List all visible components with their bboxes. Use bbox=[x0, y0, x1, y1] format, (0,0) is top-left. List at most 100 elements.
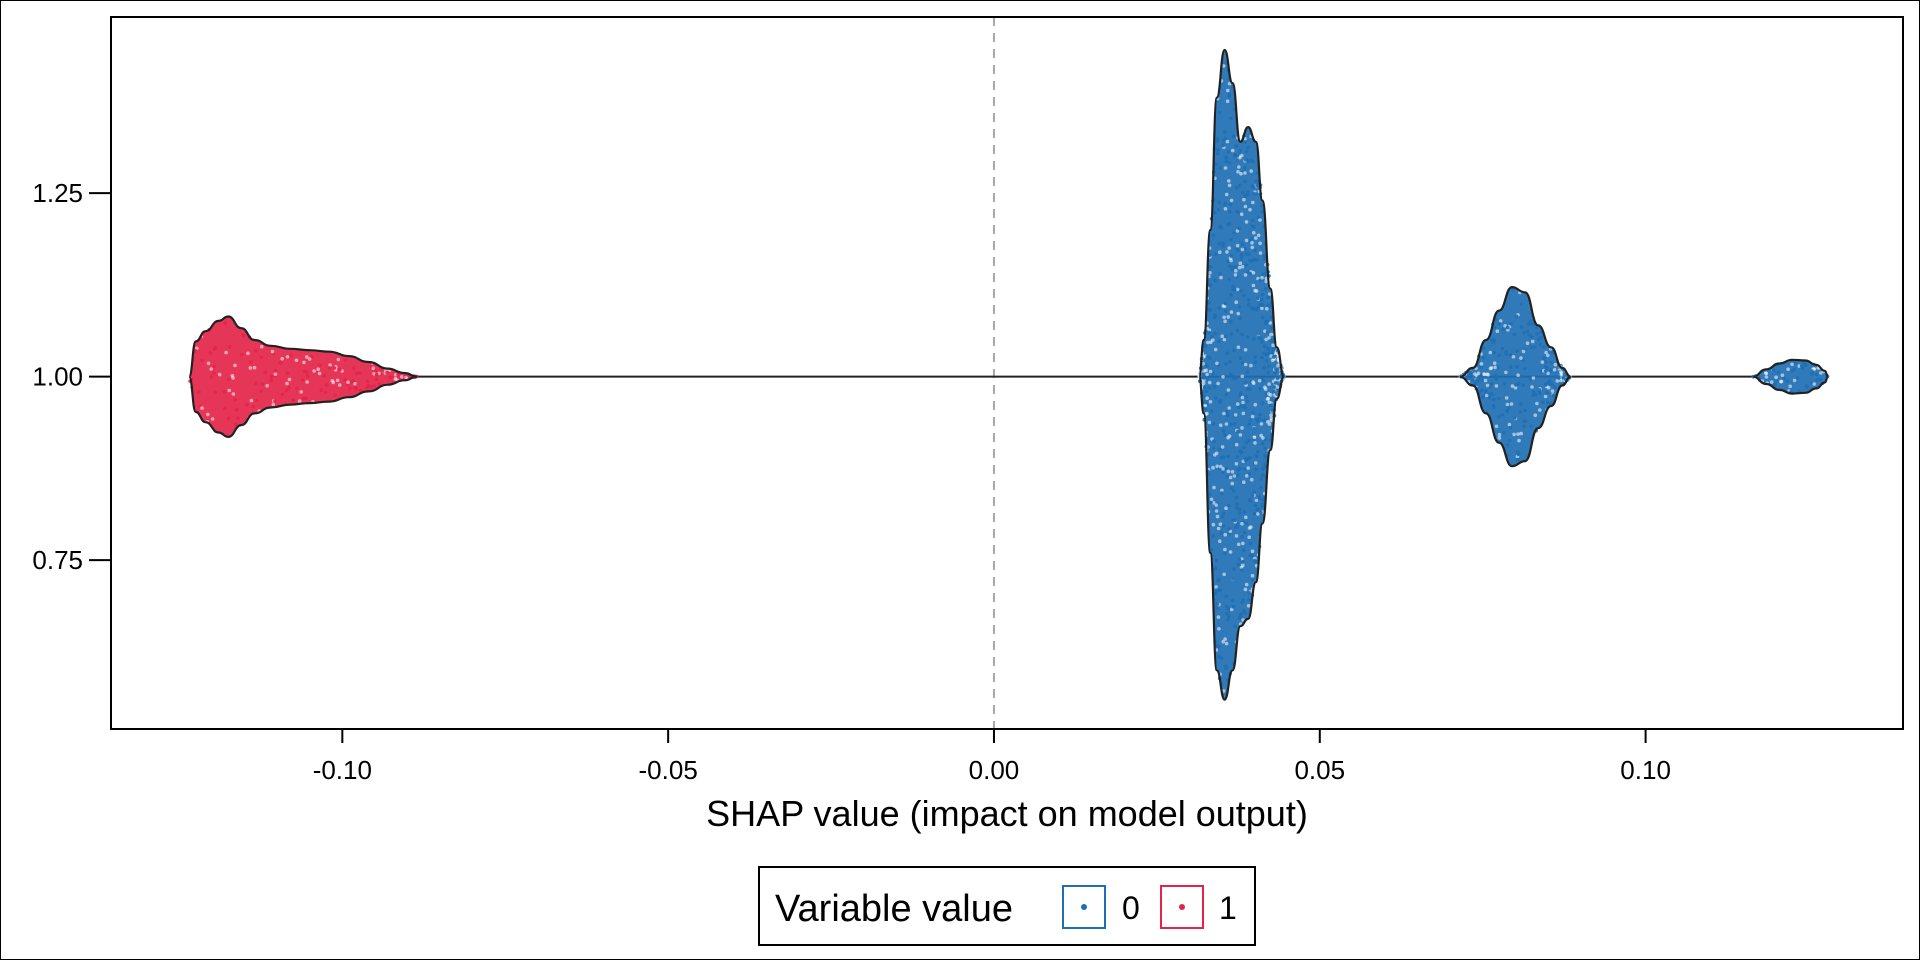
data-point bbox=[1202, 372, 1206, 376]
data-point bbox=[1242, 480, 1246, 485]
data-point bbox=[1222, 411, 1226, 416]
data-point bbox=[1260, 306, 1264, 311]
data-point bbox=[1252, 191, 1256, 196]
data-point bbox=[1240, 535, 1244, 539]
data-point bbox=[1497, 353, 1501, 358]
data-point bbox=[251, 404, 256, 409]
data-point bbox=[1477, 375, 1481, 380]
data-point bbox=[1243, 204, 1248, 209]
data-point bbox=[1228, 475, 1233, 480]
data-point bbox=[1226, 617, 1230, 622]
data-point bbox=[1790, 362, 1794, 367]
data-point bbox=[265, 383, 269, 388]
data-point bbox=[212, 364, 216, 369]
data-point bbox=[1530, 322, 1535, 327]
data-point bbox=[1223, 547, 1227, 552]
data-point bbox=[1788, 384, 1792, 389]
data-point bbox=[1260, 401, 1265, 405]
data-point bbox=[1247, 472, 1252, 476]
data-point bbox=[1779, 379, 1784, 384]
x-axis-label: SHAP value (impact on model output) bbox=[706, 793, 1308, 834]
data-point bbox=[1238, 356, 1243, 361]
data-point bbox=[1223, 207, 1228, 211]
data-point bbox=[1217, 339, 1221, 344]
data-point bbox=[1257, 378, 1262, 383]
data-point bbox=[1230, 148, 1235, 153]
data-point bbox=[1229, 320, 1233, 324]
data-point bbox=[1253, 360, 1258, 365]
data-point bbox=[1221, 241, 1226, 245]
data-point bbox=[1223, 532, 1227, 537]
data-point bbox=[1214, 585, 1218, 589]
data-point bbox=[223, 406, 227, 411]
data-point bbox=[1223, 637, 1227, 641]
data-point bbox=[1241, 548, 1246, 552]
data-point bbox=[316, 367, 321, 372]
data-point bbox=[1250, 477, 1254, 482]
data-point bbox=[1254, 289, 1259, 293]
data-point bbox=[1473, 381, 1478, 385]
data-point bbox=[1231, 605, 1236, 609]
data-point bbox=[1531, 390, 1536, 394]
data-point bbox=[1254, 236, 1258, 240]
data-point bbox=[1217, 447, 1222, 452]
data-point bbox=[1235, 506, 1239, 510]
data-point bbox=[1216, 526, 1221, 531]
data-point bbox=[1525, 341, 1530, 346]
data-point bbox=[317, 371, 322, 376]
data-point bbox=[1539, 335, 1543, 340]
data-point bbox=[271, 402, 276, 407]
data-point bbox=[1207, 307, 1211, 312]
data-point bbox=[1265, 330, 1270, 335]
data-point bbox=[1213, 315, 1217, 320]
data-point bbox=[1231, 518, 1235, 522]
data-point bbox=[1255, 179, 1259, 183]
data-point bbox=[1468, 371, 1472, 376]
data-point bbox=[1243, 406, 1248, 410]
legend-dot-1 bbox=[1179, 904, 1185, 910]
data-point bbox=[1519, 356, 1523, 360]
data-point bbox=[1244, 395, 1249, 399]
data-point bbox=[1511, 287, 1515, 292]
data-point bbox=[1513, 385, 1518, 390]
data-point bbox=[1267, 382, 1271, 386]
data-point bbox=[1812, 367, 1817, 371]
data-point bbox=[1503, 324, 1507, 328]
data-point bbox=[1815, 378, 1819, 383]
data-point bbox=[306, 374, 310, 378]
data-point bbox=[226, 416, 231, 421]
data-point bbox=[1505, 443, 1510, 447]
data-point bbox=[1225, 351, 1230, 356]
data-point bbox=[1785, 379, 1790, 384]
data-point bbox=[1487, 395, 1492, 400]
data-point bbox=[1260, 502, 1265, 507]
data-point bbox=[1251, 411, 1255, 415]
data-point bbox=[1262, 365, 1267, 370]
data-point bbox=[1230, 481, 1235, 486]
data-point bbox=[1485, 372, 1490, 377]
data-point bbox=[1260, 355, 1264, 360]
data-point bbox=[1527, 333, 1532, 337]
data-point bbox=[1479, 362, 1484, 366]
data-point bbox=[351, 366, 356, 370]
data-point bbox=[1207, 380, 1212, 385]
data-point bbox=[1546, 353, 1550, 358]
data-point bbox=[1511, 355, 1516, 359]
violin-outline-series-0-2 bbox=[1752, 358, 1830, 395]
data-point bbox=[1252, 337, 1256, 341]
data-point bbox=[1234, 442, 1239, 447]
data-point bbox=[1226, 607, 1231, 611]
data-point bbox=[1226, 388, 1231, 392]
data-point bbox=[1217, 578, 1221, 582]
data-point bbox=[1214, 558, 1219, 563]
data-point bbox=[227, 377, 231, 382]
data-point bbox=[1257, 496, 1262, 501]
data-point bbox=[1251, 185, 1256, 189]
data-point bbox=[1273, 370, 1277, 375]
data-point bbox=[1246, 190, 1250, 194]
data-point bbox=[1239, 212, 1244, 216]
data-point bbox=[1240, 568, 1244, 572]
data-point bbox=[1231, 134, 1236, 139]
data-point bbox=[260, 382, 265, 387]
points-series-0-0 bbox=[1197, 61, 1286, 693]
